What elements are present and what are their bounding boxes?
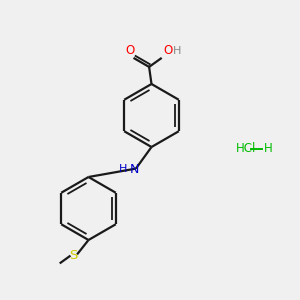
Text: N: N [130,163,139,176]
Text: H: H [263,142,272,155]
Text: S: S [69,249,77,262]
Text: H: H [119,164,128,174]
Text: O: O [164,44,173,57]
Text: O: O [125,44,134,57]
Text: H: H [173,46,181,56]
Text: HCl: HCl [236,142,256,155]
